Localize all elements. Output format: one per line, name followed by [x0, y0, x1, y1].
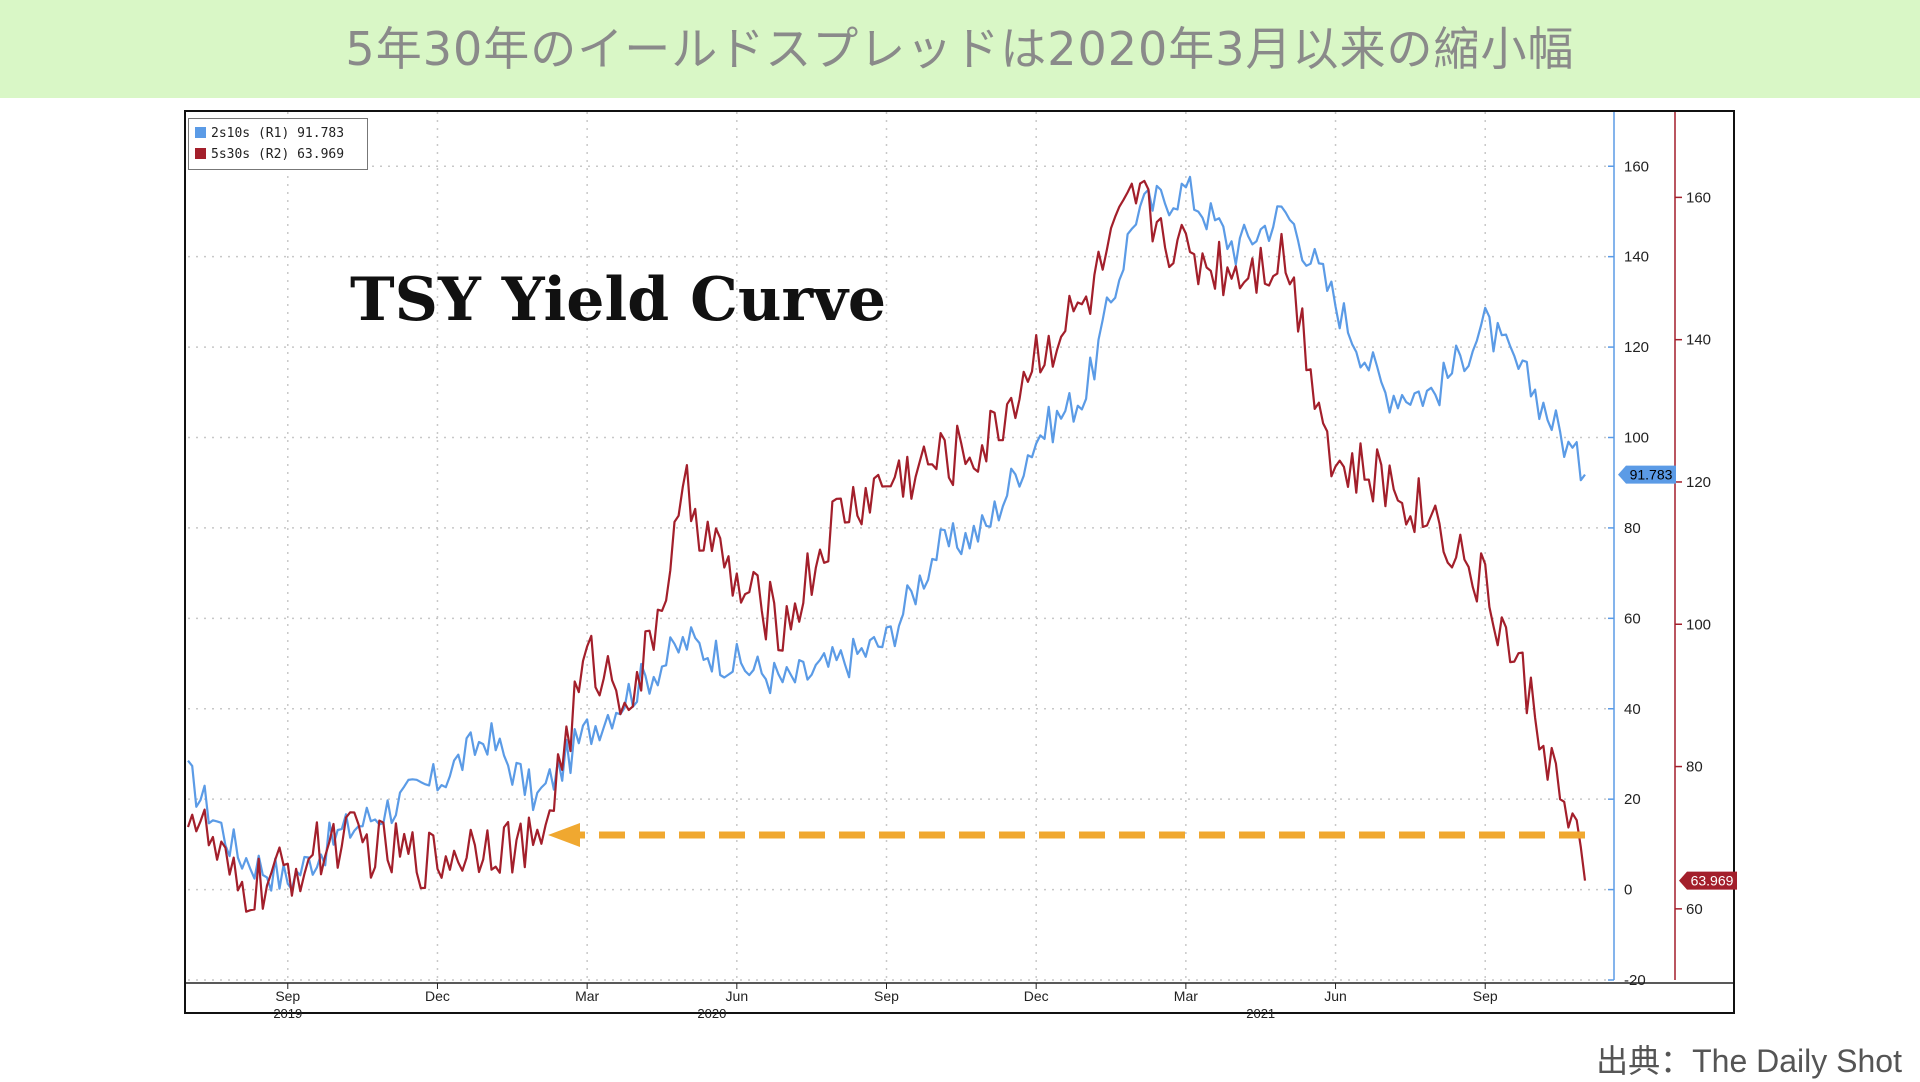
- axis-r1-label: -20: [1624, 972, 1646, 989]
- legend-entry-5s30s: 5s30s (R2) 63.969: [195, 144, 361, 165]
- chart-title: TSY Yield Curve: [350, 265, 886, 335]
- chart-legend: 2s10s (R1) 91.783 5s30s (R2) 63.969: [188, 118, 368, 170]
- x-year-label: 2020: [697, 1006, 726, 1021]
- series-line-5s30s: [186, 179, 1587, 913]
- axis-r1-label: 100: [1624, 430, 1649, 447]
- legend-entry-2s10s: 2s10s (R1) 91.783: [195, 123, 361, 144]
- axis-r1-label: 0: [1624, 882, 1632, 899]
- axis-r1-label: 80: [1624, 520, 1641, 537]
- axis-r2-label: 120: [1686, 474, 1711, 491]
- title-banner: [0, 0, 1920, 98]
- axis-r2-label: 160: [1686, 189, 1711, 206]
- last-value-label-r1: 91.783: [1630, 467, 1673, 483]
- last-value-label-r2: 63.969: [1691, 873, 1734, 889]
- chart-frame: [184, 110, 1735, 1014]
- x-tick-label: Dec: [1024, 988, 1049, 1004]
- page-title: 5年30年のイールドスプレッドは2020年3月以来の縮小幅: [345, 22, 1575, 76]
- axis-r2-label: 60: [1686, 901, 1703, 918]
- axis-r2-label: 100: [1686, 616, 1711, 633]
- axis-r1-label: 160: [1624, 158, 1649, 175]
- axis-r1-label: 20: [1624, 791, 1641, 808]
- axis-r1-label: 120: [1624, 339, 1649, 356]
- legend-swatch-5s30s: [195, 148, 206, 159]
- x-tick-label: Mar: [1174, 988, 1198, 1004]
- series-line-2s10s: [187, 175, 1586, 892]
- x-tick-label: Jun: [726, 988, 749, 1004]
- axis-r1-label: 140: [1624, 249, 1649, 266]
- axis-r1-label: 60: [1624, 610, 1641, 627]
- legend-label-5s30s: 5s30s (R2) 63.969: [211, 147, 345, 162]
- last-value-tag-r1: [1618, 465, 1676, 484]
- legend-label-2s10s: 2s10s (R1) 91.783: [211, 126, 345, 141]
- yield-curve-chart: Sep Dec Mar Jun Sep Dec Mar Jun Sep 2019 2020 2021 1…: [186, 112, 1737, 1021]
- axis-r2-label: 140: [1686, 332, 1711, 349]
- x-tick-label: Sep: [1473, 988, 1498, 1004]
- x-tick-label: Sep: [275, 988, 300, 1004]
- annotation-arrow-head: [548, 823, 580, 847]
- x-tick-label: Sep: [874, 988, 899, 1004]
- legend-swatch-2s10s: [195, 127, 206, 138]
- x-tick-label: Dec: [425, 988, 450, 1004]
- axis-r1-label: 40: [1624, 701, 1641, 718]
- x-year-label: 2019: [273, 1006, 302, 1021]
- x-tick-label: Jun: [1324, 988, 1347, 1004]
- source-credit: 出典：The Daily Shot: [1596, 1043, 1902, 1079]
- last-value-tag-r2: [1679, 871, 1737, 890]
- axis-r2-label: 80: [1686, 759, 1703, 776]
- x-year-label: 2021: [1246, 1006, 1275, 1021]
- x-tick-label: Mar: [575, 988, 599, 1004]
